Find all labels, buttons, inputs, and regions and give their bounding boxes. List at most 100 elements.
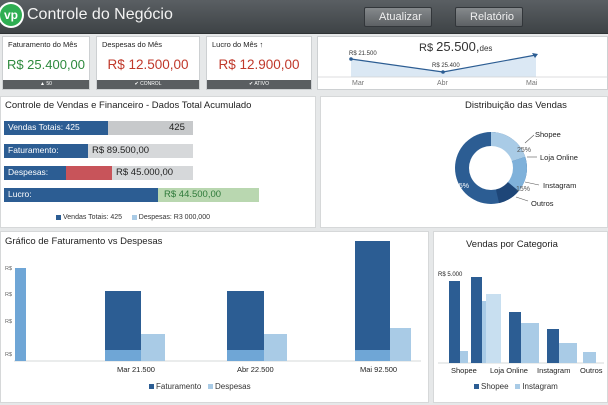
x-label: Abr 22.500: [237, 365, 274, 374]
x-label: Mai 92.500: [360, 365, 398, 374]
legend-item: Instagram: [522, 382, 558, 391]
kpi-label: Despesas do Mês: [102, 40, 163, 49]
sales-row-profit: Lucro: R$ 44.500,00: [4, 188, 259, 202]
category-bar-chart: [438, 277, 604, 364]
legend-swatch: [149, 384, 154, 390]
category-sales-panel: Vendas por Categoria R$ 5.000 Shopee Loj…: [433, 231, 608, 403]
trend-amount: 25.500,: [436, 39, 480, 54]
y-tick: R$: [5, 292, 13, 298]
donut-pct: 15%: [516, 186, 531, 193]
bar-value: R$ 89.500,00: [92, 145, 150, 156]
sales-summary-panel: Controle de Vendas e Financeiro - Dados …: [0, 96, 316, 228]
bar-loja-a: [471, 277, 482, 363]
panel-title: Distribuição das Vendas: [465, 100, 567, 111]
donut-label: Shopee: [535, 130, 561, 139]
kpi-foot: ▲ 50: [3, 80, 89, 89]
trend-chart: [318, 53, 608, 78]
donut-label: Instagram: [543, 181, 577, 190]
revenue-vs-expenses-panel: Gráfico de Faturamento vs Despesas R$ R$…: [0, 231, 429, 403]
kpi-label: Lucro do Mês ↑: [212, 40, 264, 49]
app-header: vp Controle do Negócio Atualizar Relatór…: [0, 0, 608, 34]
revenue-legend: Faturamento Despesas: [149, 382, 251, 391]
trend-suffix: des: [479, 44, 493, 53]
panel-title: Vendas por Categoria: [466, 239, 558, 250]
x-label: Instagram: [537, 366, 571, 375]
trend-prefix: R$: [419, 42, 437, 54]
bar-outros-b: [559, 343, 577, 363]
trend-area: [351, 55, 536, 77]
donut-label: Loja Online: [540, 153, 578, 162]
x-label: Mar 21.500: [117, 365, 155, 374]
legend-swatch: [208, 384, 214, 390]
y-tick: R$: [5, 266, 13, 272]
bar-faturamento-abr: [227, 291, 264, 361]
legend-item: Despesas: R3 000,000: [138, 214, 210, 221]
legend-swatch: [131, 214, 137, 220]
trend-month: Abr: [437, 80, 448, 87]
bar-base-abr: [227, 350, 264, 361]
bar-label: Lucro:: [8, 189, 32, 199]
panel-title: Controle de Vendas e Financeiro - Dados …: [5, 100, 252, 111]
bar-fill: [4, 166, 66, 180]
x-label: Outros: [580, 366, 603, 375]
trend-arrow-icon: [532, 53, 538, 58]
kpi-value: R$ 12.500,00: [107, 57, 189, 72]
legend-item: Vendas Totais: 425: [63, 214, 123, 221]
kpi-expenses-card: Despesas do Mês R$ 12.500,00 ✔ CONROL: [96, 36, 200, 90]
donut-pct: 45%: [455, 183, 470, 190]
legend-item: Shopee: [481, 382, 509, 391]
report-button[interactable]: Relatório: [455, 7, 523, 27]
bar-shopee-b: [460, 351, 468, 363]
bar-label: Despesas:: [8, 167, 49, 177]
trend-month: Mar: [352, 80, 365, 87]
kpi-label: Faturamento do Mês: [8, 40, 78, 49]
donut-pct: 25%: [517, 147, 532, 154]
legend-swatch: [474, 384, 479, 390]
trend-big-value: R$ 25.500,des: [419, 39, 492, 54]
bar-loja-c: [486, 294, 501, 363]
bar-label: Vendas Totais: 425: [8, 122, 80, 132]
kpi-profit-card: Lucro do Mês ↑ R$ 12.900,00 ✔ ATIVO: [206, 36, 312, 90]
trend-month: Mai: [526, 80, 538, 87]
legend-swatch: [56, 214, 61, 220]
bar-despesas-mai: [390, 328, 411, 361]
kpi-value: R$ 25.400,00: [6, 57, 86, 72]
trend-point: [441, 70, 445, 74]
bar-despesas-abr: [264, 334, 287, 361]
sales-row-revenue: Faturamento: R$ 89.500,00: [4, 144, 193, 158]
bar-base-mai: [355, 350, 390, 361]
category-legend: Shopee Instagram: [474, 382, 558, 391]
trend-point-label: R$ 21.500: [349, 51, 377, 57]
bar-extra: [583, 352, 596, 363]
bar-outros-a: [547, 329, 559, 363]
y-tick: R$ 5.000: [438, 272, 463, 278]
bar-label: Faturamento:: [8, 145, 59, 155]
trend-card: R$ 25.500,des R$ 21.500 R$ 25.400 Mar Ab…: [317, 36, 608, 90]
kpi-foot: ✔ CONROL: [97, 80, 199, 89]
sales-legend: Vendas Totais: 425 Despesas: R3 000,000: [56, 214, 210, 221]
bar-left-edge: [15, 268, 26, 361]
panel-title: Gráfico de Faturamento vs Despesas: [5, 236, 163, 247]
bar-fill-red: [66, 166, 112, 180]
sales-row-expenses: Despesas: R$ 45.000,00: [4, 166, 193, 180]
sales-row-total: Vendas Totais: 425 425: [4, 121, 193, 135]
bar-faturamento-mai: [355, 241, 390, 361]
bar-value: R$ 44.500,00: [164, 189, 222, 200]
bar-instagram-b: [521, 323, 539, 363]
x-label: Loja Online: [490, 366, 528, 375]
y-tick: R$: [5, 352, 13, 358]
bar-shopee-a: [449, 281, 460, 363]
update-button[interactable]: Atualizar: [364, 7, 432, 27]
kpi-revenue-card: Faturamento do Mês R$ 25.400,00 ▲ 50: [2, 36, 90, 90]
trend-point-label: R$ 25.400: [432, 63, 460, 69]
donut-label: Outros: [531, 199, 554, 208]
x-label: Shopee: [451, 366, 477, 375]
donut-chart: [455, 132, 540, 204]
y-tick: R$: [5, 319, 13, 325]
bar-instagram-a: [509, 312, 521, 363]
app-title: Controle do Negócio: [27, 6, 173, 23]
distribution-panel: Distribuição das Vendas Shopee Loja Onli…: [320, 96, 608, 228]
legend-item: Faturamento: [156, 382, 202, 391]
revenue-bar-chart: [14, 241, 421, 362]
kpi-value: R$ 12.900,00: [218, 57, 300, 72]
